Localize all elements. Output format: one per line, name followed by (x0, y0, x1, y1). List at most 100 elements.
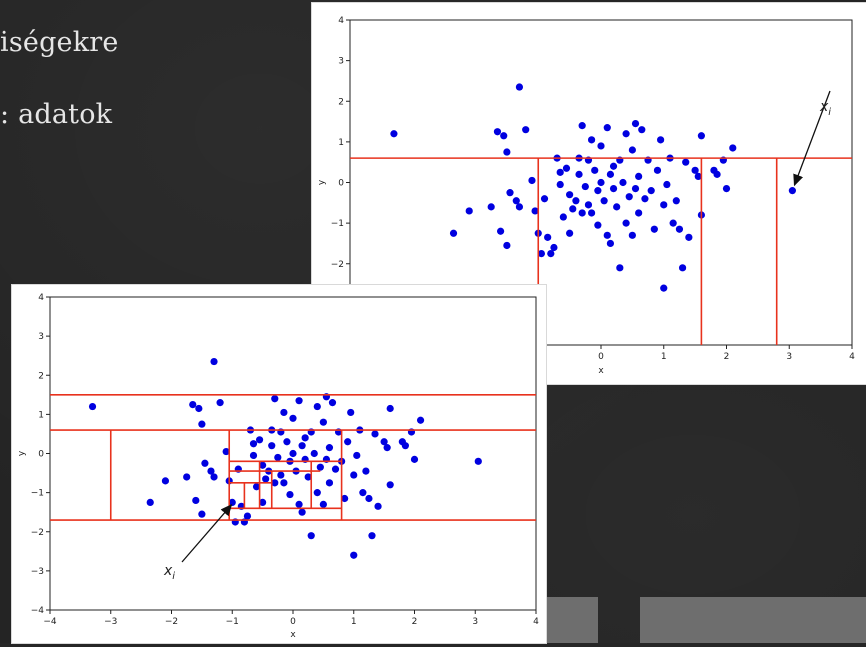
data-point (675, 225, 684, 233)
data-point (594, 187, 602, 195)
data-point (660, 201, 668, 209)
data-point (566, 229, 574, 237)
x-tick-label: −4 (43, 617, 57, 627)
data-point (268, 442, 276, 450)
data-point (597, 178, 605, 187)
data-point (401, 442, 409, 450)
slide-text-line-2: : adatok (0, 99, 113, 130)
data-point (365, 494, 373, 503)
data-point (192, 496, 200, 505)
y-tick-label: 2 (338, 97, 344, 107)
slide-deco-block-left (540, 597, 598, 643)
data-point (249, 440, 258, 448)
data-point (390, 130, 398, 138)
y-tick-label: 1 (38, 410, 44, 420)
data-point (252, 483, 261, 491)
data-point (416, 416, 425, 424)
data-point (359, 489, 367, 497)
y-tick-label: −1 (331, 219, 344, 229)
data-point (550, 243, 558, 252)
data-point (201, 459, 209, 467)
data-point (512, 197, 520, 205)
data-point (628, 231, 636, 239)
data-point (313, 489, 321, 497)
data-point (619, 178, 627, 187)
x-tick-label: 4 (849, 352, 855, 362)
data-point (289, 449, 297, 458)
data-point (350, 471, 358, 479)
data-point (295, 500, 303, 508)
data-point (198, 510, 206, 518)
x-tick-label: −1 (226, 617, 239, 627)
data-point (465, 207, 473, 215)
data-point (663, 180, 671, 189)
data-point (283, 438, 291, 446)
data-point (584, 201, 593, 209)
data-point (631, 119, 640, 128)
data-point (383, 444, 391, 452)
data-point (697, 132, 705, 140)
data-point (298, 508, 306, 516)
data-point (722, 184, 731, 193)
x-axis-label: x (290, 630, 296, 640)
data-point (161, 477, 170, 485)
data-point (487, 203, 495, 211)
y-axis-label: y (317, 179, 327, 185)
data-point (493, 128, 502, 136)
data-point (613, 203, 621, 211)
data-point (304, 473, 312, 481)
data-point (362, 467, 370, 475)
y-tick-label: 3 (38, 332, 44, 342)
data-point (271, 479, 279, 487)
data-point (189, 400, 197, 409)
data-point (641, 195, 649, 203)
scatter-chart-bottom: −4 −3 −2 −1 0 1 2 3 4 −4 −3 −2 −1 0 1 2 3 4 x y xi (17, 293, 539, 640)
data-point (374, 502, 382, 510)
data-point (259, 498, 267, 507)
data-point (566, 191, 574, 199)
y-tick-label: −3 (31, 567, 44, 577)
data-point (609, 162, 618, 170)
data-point (474, 457, 482, 465)
data-point (691, 166, 699, 174)
x-tick-label: 4 (533, 617, 539, 627)
data-point (88, 402, 97, 411)
data-point (503, 241, 511, 250)
data-point (622, 130, 630, 138)
data-point (249, 451, 258, 460)
data-point (341, 494, 349, 503)
data-point (631, 184, 640, 193)
data-point (540, 195, 549, 203)
data-point (650, 225, 658, 233)
data-point (319, 418, 327, 426)
data-point (616, 264, 624, 272)
data-point (222, 447, 230, 456)
data-point (316, 463, 324, 471)
data-point (572, 197, 580, 205)
data-point (386, 404, 394, 413)
data-point (578, 122, 586, 130)
data-point (522, 126, 530, 134)
data-point (678, 264, 687, 272)
data-point (672, 197, 680, 205)
annotation-subscript: i (172, 571, 175, 582)
data-point (603, 124, 611, 132)
data-point (528, 176, 536, 185)
data-point (635, 172, 643, 181)
data-point (515, 203, 524, 211)
data-point (713, 170, 721, 178)
data-point (271, 395, 279, 403)
data-point (353, 451, 361, 460)
x-tick-label: −3 (104, 617, 117, 627)
data-point (635, 209, 643, 217)
data-point (277, 471, 285, 479)
x-tick-label: 0 (290, 617, 296, 627)
data-point (313, 402, 321, 411)
data-point (386, 481, 394, 489)
y-tick-label: −2 (331, 260, 344, 270)
data-point (503, 148, 511, 156)
slide-deco-block-right (640, 597, 866, 643)
data-point (591, 166, 599, 174)
data-point (647, 187, 655, 195)
